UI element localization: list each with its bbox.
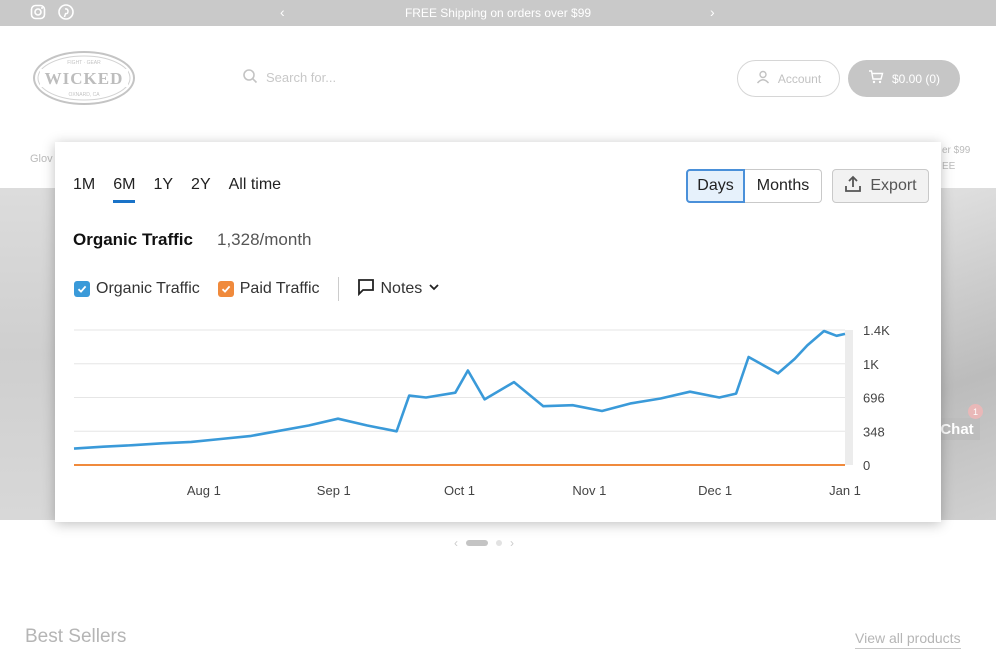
best-sellers-heading: Best Sellers — [25, 626, 127, 647]
cart-button[interactable]: $0.00 (0) — [848, 60, 960, 97]
legend-divider — [337, 277, 339, 301]
view-all-products-link[interactable]: View all products — [855, 630, 961, 649]
traffic-analytics-card: 1M 6M 1Y 2Y All time Days Months Export … — [55, 142, 941, 522]
export-icon — [844, 175, 862, 198]
checkbox-checked-icon[interactable] — [74, 281, 90, 297]
y-tick-label: 1K — [863, 357, 879, 372]
announcement-next-arrow[interactable]: › — [710, 4, 715, 20]
organic-traffic-line — [73, 329, 846, 450]
x-tick-label: Nov 1 — [572, 483, 606, 498]
legend-organic-label: Organic Traffic — [96, 280, 200, 297]
svg-text:OXNARD, CA: OXNARD, CA — [68, 92, 100, 98]
y-axis-ticks: 0 348 696 1K 1.4K — [863, 323, 890, 473]
pinterest-icon[interactable] — [58, 4, 74, 20]
brand-logo[interactable]: WICKED FIGHT · GEAR OXNARD, CA — [32, 50, 136, 106]
y-tick-label: 696 — [863, 391, 885, 406]
y-tick-label: 0 — [863, 458, 870, 473]
search-bar[interactable]: Search for... — [242, 68, 336, 87]
user-icon — [756, 70, 770, 87]
promo-text-line1: er $99 — [942, 145, 971, 156]
instagram-icon[interactable] — [30, 4, 46, 20]
legend-paid-traffic[interactable]: Paid Traffic — [217, 280, 320, 298]
chart-legend: Organic Traffic Paid Traffic Notes — [74, 277, 440, 301]
promo-text-line2: EE — [942, 161, 956, 172]
days-button[interactable]: Days — [686, 169, 745, 203]
announcement-text: FREE Shipping on orders over $99 — [404, 6, 592, 20]
chat-button[interactable]: Chat — [934, 418, 980, 440]
x-tick-label: Oct 1 — [444, 483, 475, 498]
export-label: Export — [870, 177, 917, 194]
nav-item-gloves[interactable]: Glov — [30, 153, 53, 165]
slider-next-arrow[interactable]: › — [510, 536, 514, 550]
metric-title: Organic Traffic — [73, 230, 193, 249]
granularity-toggle: Days Months — [686, 169, 822, 203]
checkbox-checked-icon[interactable] — [217, 281, 234, 297]
slider-controls: ‹ › — [454, 536, 514, 550]
account-button[interactable]: Account — [737, 60, 840, 97]
search-icon — [242, 68, 258, 87]
cart-icon — [868, 70, 884, 87]
social-links — [30, 4, 74, 20]
announcement-prev-arrow[interactable]: ‹ — [280, 4, 285, 20]
svg-text:WICKED: WICKED — [45, 69, 124, 88]
chart-series — [73, 329, 846, 466]
x-tick-label: Sep 1 — [317, 483, 351, 498]
x-axis-ticks: Aug 1 Sep 1 Oct 1 Nov 1 Dec 1 Jan 1 — [187, 483, 861, 498]
chat-badge: 1 — [968, 404, 983, 419]
slider-dot-active[interactable] — [466, 540, 488, 546]
chevron-down-icon — [428, 280, 440, 298]
notes-dropdown[interactable]: Notes — [357, 278, 441, 301]
period-tab-1m[interactable]: 1M — [73, 176, 96, 193]
announcement-bar: ‹ FREE Shipping on orders over $99 › — [0, 0, 996, 26]
legend-organic-traffic[interactable]: Organic Traffic — [74, 280, 200, 298]
slider-dot[interactable] — [496, 540, 502, 546]
svg-text:FIGHT · GEAR: FIGHT · GEAR — [67, 60, 101, 66]
period-tab-1y[interactable]: 1Y — [153, 176, 174, 193]
y-tick-label: 348 — [863, 424, 885, 439]
organic-traffic-chart: 0 348 696 1K 1.4K Aug 1 Sep 1 Oct 1 Nov 1 Dec 1 J… — [73, 323, 890, 498]
chart-grid — [74, 329, 853, 466]
account-label: Account — [777, 71, 822, 86]
x-tick-label: Aug 1 — [187, 483, 221, 498]
metric-value: 1,328/month — [217, 230, 312, 249]
cart-total: $0.00 (0) — [891, 71, 941, 86]
y-axis-band — [845, 330, 853, 465]
period-tabs: 1M 6M 1Y 2Y All time — [73, 176, 299, 203]
legend-paid-label: Paid Traffic — [239, 280, 320, 297]
period-tab-6m[interactable]: 6M — [113, 176, 136, 203]
period-tab-2y[interactable]: 2Y — [191, 176, 211, 193]
comment-icon — [357, 278, 375, 301]
months-button[interactable]: Months — [745, 169, 822, 203]
slider-prev-arrow[interactable]: ‹ — [454, 536, 458, 550]
search-input[interactable]: Search for... — [266, 70, 337, 85]
x-tick-label: Jan 1 — [829, 483, 861, 498]
x-tick-label: Dec 1 — [698, 483, 732, 498]
period-tab-all-time[interactable]: All time — [228, 176, 282, 193]
export-button[interactable]: Export — [832, 169, 929, 203]
notes-label: Notes — [380, 280, 423, 297]
y-tick-label: 1.4K — [863, 323, 890, 338]
